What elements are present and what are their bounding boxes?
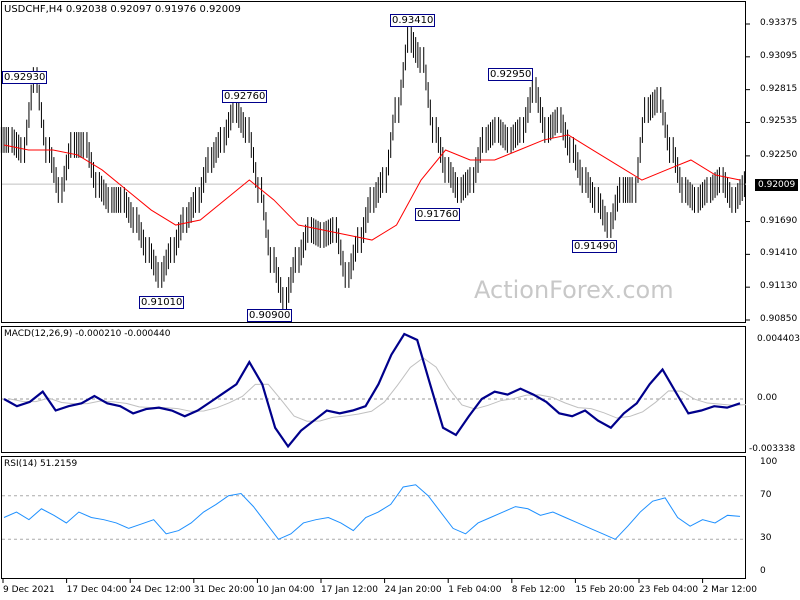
price-tick-label: 0.93375 <box>760 18 798 28</box>
annotation-high: 0.92950 <box>488 68 534 81</box>
time-tick-label: 10 Jan 04:00 <box>257 585 315 595</box>
price-tick-label: 0.90850 <box>760 314 798 324</box>
price-tick-label: 0.93095 <box>760 50 798 61</box>
annotation-low: 0.90900 <box>247 309 293 322</box>
price-tick-label: 0.91690 <box>760 215 798 226</box>
rsi-tick-label: 0 <box>760 566 766 576</box>
price-tick-label: 0.91410 <box>760 248 798 259</box>
rsi-tick-label: 30 <box>760 533 772 544</box>
annotation-high: 0.92930 <box>2 71 48 84</box>
rsi-pane <box>1 456 746 579</box>
rsi-line <box>3 484 741 540</box>
time-tick-label: 31 Dec 20:00 <box>193 585 255 595</box>
time-tick-label: 9 Dec 2021 <box>3 585 55 595</box>
time-tick-label: 24 Jan 20:00 <box>384 585 442 595</box>
macd-tick-label: 0.00 <box>757 393 778 403</box>
rsi-title: RSI(14) 51.2159 <box>4 459 78 469</box>
price-pane <box>1 1 746 323</box>
chart-header: USDCHF,H4 0.92038 0.92097 0.91976 0.9200… <box>4 4 241 15</box>
time-tick-label: 17 Jan 12:00 <box>321 585 378 595</box>
macd-tick-label: 0.004403 <box>757 334 800 344</box>
macd-signal-line <box>9 357 747 422</box>
annotation-low: 0.91010 <box>139 296 185 309</box>
macd-pane <box>1 326 746 453</box>
time-tick-label: 24 Dec 12:00 <box>130 585 191 595</box>
price-tick-label: 0.91130 <box>760 281 798 292</box>
annotation-high: 0.93410 <box>390 14 436 27</box>
macd-title: MACD(12,26,9) -0.000210 -0.000440 <box>4 329 171 339</box>
time-tick-label: 17 Dec 04:00 <box>66 585 128 595</box>
rsi-tick-label: 70 <box>760 489 772 500</box>
macd-tick-label: -0.003338 <box>749 444 796 454</box>
annotation-low: 0.91490 <box>572 240 618 253</box>
time-tick-label: 1 Feb 04:00 <box>448 585 502 595</box>
price-tick-label: 0.92815 <box>760 83 798 94</box>
price-tick-label: 0.92250 <box>760 149 798 160</box>
time-tick-label: 8 Feb 12:00 <box>511 585 566 595</box>
price-tick-label: 0.92535 <box>760 116 798 127</box>
rsi-tick-label: 100 <box>760 457 778 467</box>
time-tick-label: 2 Mar 12:00 <box>702 585 757 595</box>
time-tick-label: 15 Feb 20:00 <box>575 585 635 595</box>
macd-line <box>3 332 741 449</box>
current-price-tag: 0.92009 <box>755 179 799 191</box>
moving-average-line <box>3 134 741 241</box>
annotation-high: 0.92760 <box>222 90 268 103</box>
time-tick-label: 23 Feb 04:00 <box>639 585 699 595</box>
watermark: ActionForex.com <box>474 276 674 304</box>
annotation-low: 0.91760 <box>415 208 461 221</box>
